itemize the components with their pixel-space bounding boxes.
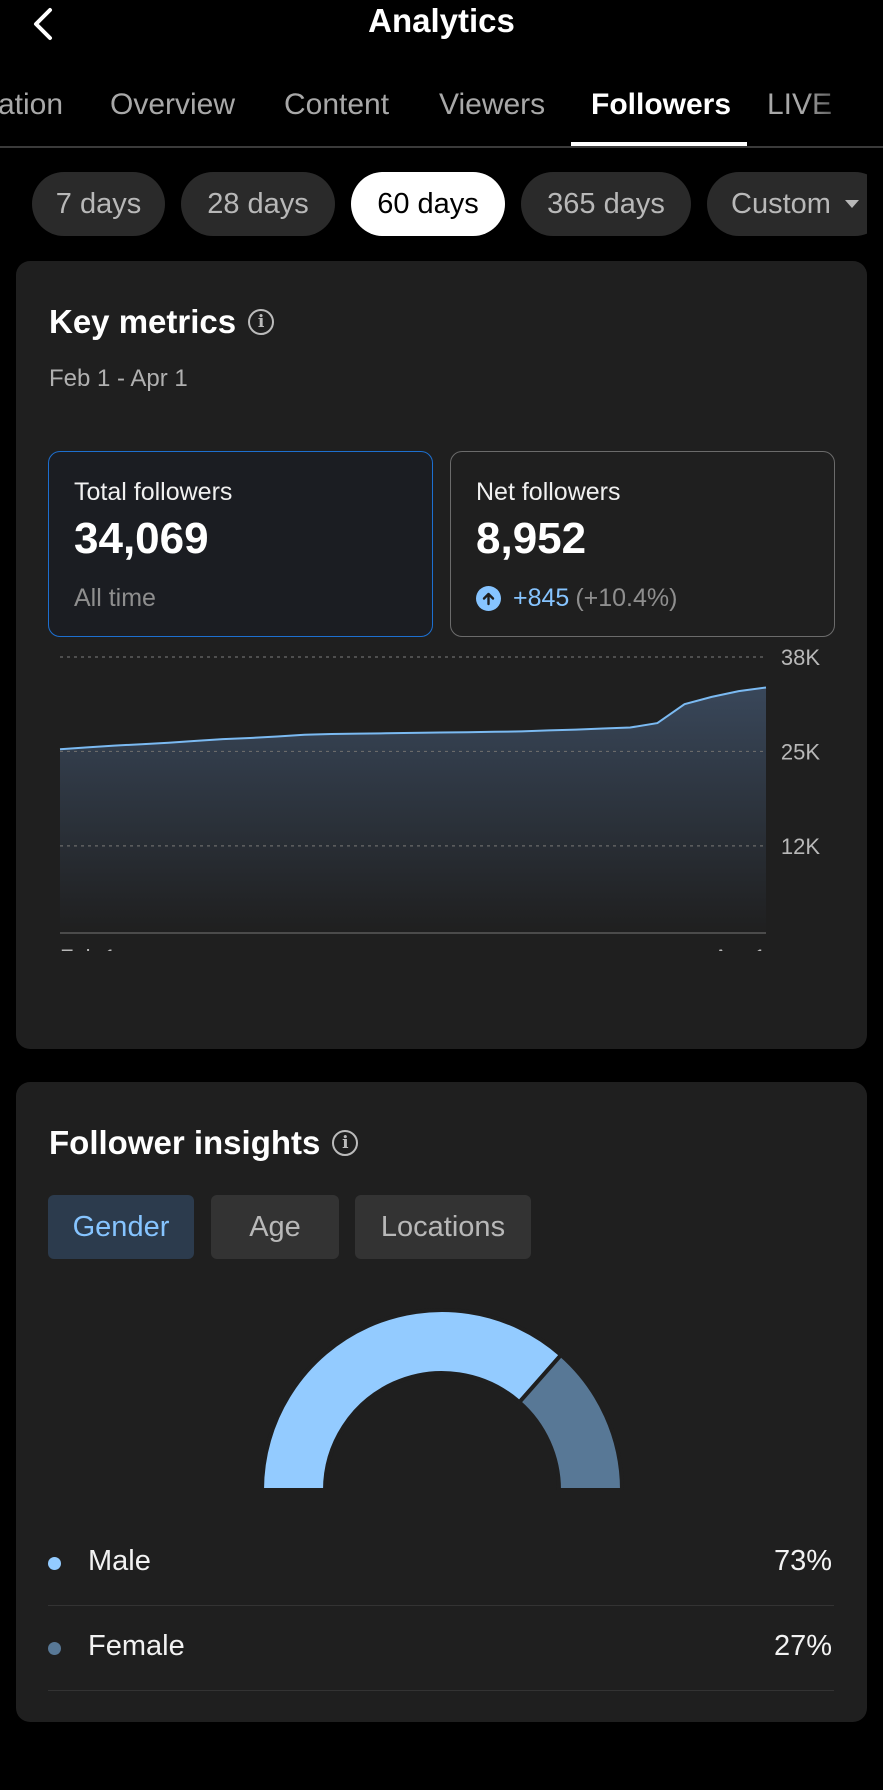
net-followers-value: 8,952 xyxy=(476,514,587,563)
legend-value-female: 27% xyxy=(773,1630,832,1662)
series-line xyxy=(59,686,767,751)
total-followers-value: 34,069 xyxy=(74,514,209,563)
tab-viewers[interactable]: Viewers xyxy=(439,88,546,121)
insights-header: Follower insights i xyxy=(49,1124,359,1162)
gauge-slice-male xyxy=(259,1308,564,1492)
range-365-days[interactable]: 365 days xyxy=(521,172,691,236)
range-60-days[interactable]: 60 days xyxy=(351,172,505,236)
legend-value-male: 73% xyxy=(773,1545,832,1577)
segment-age[interactable]: Age xyxy=(211,1195,339,1259)
info-icon[interactable]: i xyxy=(248,309,275,335)
legend-label-female: Female xyxy=(88,1630,185,1662)
tab-inspiration[interactable]: ation xyxy=(0,88,64,121)
range-7-days[interactable]: 7 days xyxy=(32,172,165,236)
arrow-up-icon xyxy=(476,586,501,611)
key-metrics-header: Key metrics i xyxy=(49,303,275,341)
date-range-label: Feb 1 - Apr 1 xyxy=(49,365,188,392)
area-fill xyxy=(60,687,766,933)
net-change-value: +845 xyxy=(513,584,570,612)
total-followers-label: Total followers xyxy=(74,478,233,506)
tab-followers[interactable]: Followers xyxy=(591,88,732,121)
insights-title: Follower insights xyxy=(49,1124,321,1161)
x-tick-label-end: Apr 1 xyxy=(713,945,766,951)
net-change-percent: (+10.4%) xyxy=(575,584,678,612)
net-followers-tile[interactable]: Net followers 8,952 +845 (+10.4%) xyxy=(450,451,835,637)
legend-row-female: Female 27% xyxy=(48,1606,834,1691)
follower-insights-card: Follower insights i xyxy=(16,1082,867,1722)
legend-row-male: Male 73% xyxy=(48,1521,834,1606)
back-arrow-icon[interactable] xyxy=(30,4,60,44)
gender-gauge-chart xyxy=(259,1308,625,1492)
y-tick-label: 38K xyxy=(781,645,820,670)
key-metrics-card: Key metrics i Feb 1 - Apr 1 Total follow… xyxy=(16,261,867,1049)
range-custom-dropdown[interactable]: Custom xyxy=(707,172,867,236)
total-followers-tile[interactable]: Total followers 34,069 All time xyxy=(48,451,433,637)
range-28-days[interactable]: 28 days xyxy=(181,172,335,236)
male-color-dot xyxy=(48,1557,61,1570)
segment-gender[interactable]: Gender xyxy=(48,1195,194,1259)
x-tick-label-start: Feb 1 xyxy=(60,945,116,951)
caret-down-icon xyxy=(844,200,859,208)
key-metrics-title: Key metrics xyxy=(49,303,237,340)
legend-label-male: Male xyxy=(88,1545,151,1577)
segment-locations[interactable]: Locations xyxy=(355,1195,531,1259)
tab-overview[interactable]: Overview xyxy=(110,88,236,121)
female-color-dot xyxy=(48,1642,61,1655)
page-title: Analytics xyxy=(368,2,515,39)
net-followers-change: +845 (+10.4%) xyxy=(476,584,677,613)
y-tick-label: 12K xyxy=(781,834,820,859)
tabs-scroll-fade xyxy=(803,66,883,146)
gauge-slice-female xyxy=(516,1352,625,1492)
total-followers-period: All time xyxy=(74,584,156,612)
active-tab-indicator xyxy=(571,142,747,146)
net-followers-label: Net followers xyxy=(476,478,621,506)
app-header: Analytics xyxy=(0,0,883,50)
tab-content[interactable]: Content xyxy=(284,88,390,121)
range-custom-label: Custom xyxy=(731,187,831,220)
y-tick-label: 25K xyxy=(781,739,820,764)
followers-area-chart: 38K 25K 12K Feb 1 Apr 1 xyxy=(59,645,820,951)
info-icon[interactable]: i xyxy=(332,1130,359,1156)
analytics-tabs: ation Overview Content Viewers Followers… xyxy=(0,66,883,148)
date-range-selector: 7 days 28 days 60 days 365 days Custom xyxy=(0,172,867,236)
